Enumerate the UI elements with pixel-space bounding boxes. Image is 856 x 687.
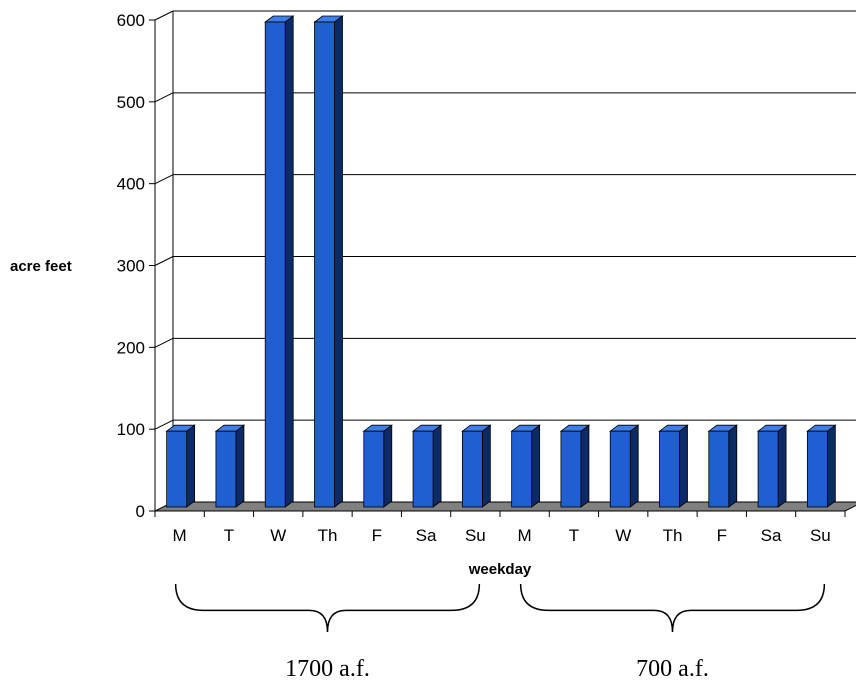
y-axis-title: acre feet [10,258,72,275]
gridlines [154,10,856,502]
bar [264,15,295,508]
x-tick-label: T [569,526,579,545]
bar-side [284,15,294,508]
x-tick-label: T [224,526,234,545]
axes [149,19,846,517]
x-tick-label: M [173,526,187,545]
group-brace [519,583,826,633]
bar [609,424,640,508]
x-tick-label: F [717,526,727,545]
bar-front [511,430,533,508]
y-tick-label: 200 [117,338,145,357]
bar-side [432,424,442,508]
bar-front [609,430,631,508]
gridline-connector [154,337,174,348]
bar-side [186,424,196,508]
chart-floor [154,501,856,512]
y-tick-label: 400 [117,175,145,194]
group-total-label: 700 a.f. [636,656,709,682]
x-tick-label: Su [810,526,831,545]
y-tick-label: 0 [136,502,145,521]
x-tick-label: Su [465,526,486,545]
bar-side [383,424,393,508]
gridline-connector [154,92,174,103]
gridline-connector [154,10,174,21]
x-tick-label: Th [318,526,338,545]
floor-plane [154,501,856,512]
group-total-label: 1700 a.f. [285,656,370,682]
x-axis-title: weekday [468,561,532,578]
y-tick-label: 100 [117,420,145,439]
bar [461,424,492,508]
bar [165,424,196,508]
bar-front [363,430,385,508]
bar-front [757,430,779,508]
group-brace [174,583,481,633]
bar [313,15,344,508]
bar-front [314,21,335,508]
bar-side [629,424,639,508]
x-tick-label: W [615,526,631,545]
bar [510,424,541,508]
x-tick-label: Sa [416,526,437,545]
labels: acre feet weekday 0 100 200 300 400 500 600 M T W… [10,11,831,682]
bar [707,424,738,508]
bar [411,424,443,508]
x-tick-label: W [270,526,286,545]
bar-side [580,424,590,508]
x-tick-label: F [372,526,382,545]
y-tick-label: 500 [117,93,145,112]
bar-front [806,430,828,508]
bar-side [334,15,343,508]
group-braces [174,583,826,633]
bar-front [461,430,483,508]
bar-front [264,21,286,508]
x-tick-label: Sa [761,526,782,545]
bar-front [560,430,582,508]
bar [756,424,788,508]
bar-side [777,424,787,508]
x-tick-label: M [518,526,532,545]
bar-side [826,424,836,508]
bar-front [412,430,434,508]
bar-front [215,430,237,508]
gridline-connector [154,419,174,430]
bar [658,424,689,508]
gridline-connector [154,174,174,185]
gridline-connector [154,256,174,266]
bar-side [235,424,245,508]
bar-side [481,424,491,508]
x-tick-label: Th [663,526,683,545]
bar [362,424,393,508]
bar-front [708,430,730,508]
bar-side [679,424,688,508]
bars [165,15,837,508]
bar [806,424,837,508]
bar-front [166,430,188,508]
y-tick-label: 300 [117,257,145,276]
bar-front [659,430,680,508]
bar-side [531,424,541,508]
bar [214,424,246,508]
y-tick-label: 600 [117,11,145,30]
bar-side [728,424,738,508]
bar [559,424,591,508]
